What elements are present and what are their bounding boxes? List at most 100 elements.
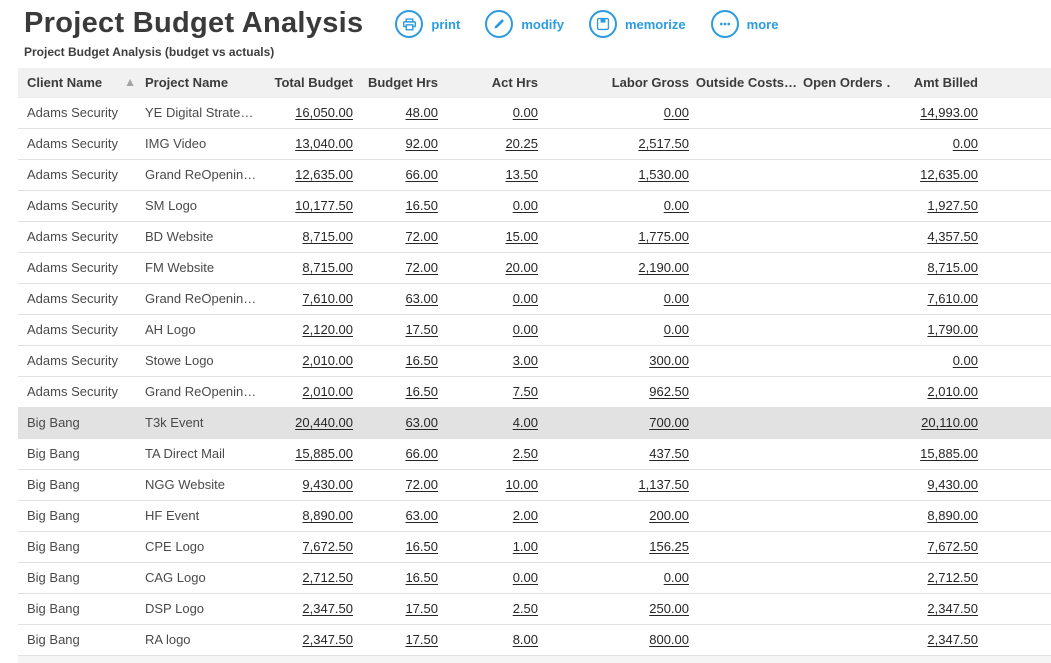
cell-amt-billed[interactable]: 0.00 — [890, 345, 981, 377]
cell-budget-hrs[interactable]: 63.00 — [356, 283, 441, 315]
col-header-amt-billed[interactable]: Amt Billed — [890, 68, 981, 98]
cell-act-hrs[interactable]: 15.00 — [441, 221, 541, 253]
cell-act-hrs[interactable]: 4.00 — [441, 407, 541, 439]
cell-labor-gross[interactable]: 2,190.00 — [541, 252, 692, 284]
cell-labor-gross[interactable]: 437.50 — [541, 438, 692, 470]
cell-budget-hrs[interactable]: 72.00 — [356, 252, 441, 284]
cell-amt-billed[interactable]: 2,010.00 — [890, 376, 981, 408]
table-row[interactable]: Big Bang NGG Website 9,430.00 72.00 10.0… — [18, 469, 1051, 501]
table-row[interactable]: Big Bang CAG Logo 2,712.50 16.50 0.00 0.… — [18, 562, 1051, 594]
table-row[interactable]: Big Bang TA Direct Mail 15,885.00 66.00 … — [18, 438, 1051, 470]
cell-labor-gross[interactable]: 1,137.50 — [541, 469, 692, 501]
table-row[interactable]: Adams Security Grand ReOpenin… 2,010.00 … — [18, 376, 1051, 408]
cell-labor-gross[interactable]: 1,775.00 — [541, 221, 692, 253]
cell-total-budget[interactable]: 2,010.00 — [264, 345, 356, 377]
cell-amt-billed[interactable]: 14,993.00 — [890, 97, 981, 129]
cell-labor-gross[interactable]: 0.00 — [541, 97, 692, 129]
cell-act-hrs[interactable]: 3.00 — [441, 345, 541, 377]
memorize-button[interactable]: memorize — [588, 10, 686, 38]
cell-total-budget[interactable]: 2,010.00 — [264, 376, 356, 408]
cell-budget-hrs[interactable]: 66.00 — [356, 159, 441, 191]
cell-labor-gross[interactable]: 2,517.50 — [541, 128, 692, 160]
col-header-total-budget[interactable]: Total Budget — [264, 68, 356, 98]
cell-amt-billed[interactable]: 2,347.50 — [890, 624, 981, 656]
table-row[interactable]: Adams Security IMG Video 13,040.00 92.00… — [18, 128, 1051, 160]
cell-total-budget[interactable]: 7,610.00 — [264, 283, 356, 315]
cell-act-hrs[interactable]: 8.00 — [441, 624, 541, 656]
cell-budget-hrs[interactable]: 16.50 — [356, 562, 441, 594]
cell-labor-gross[interactable]: 250.00 — [541, 593, 692, 625]
cell-budget-hrs[interactable]: 72.00 — [356, 469, 441, 501]
cell-total-budget[interactable]: 2,120.00 — [264, 314, 356, 346]
table-row[interactable]: Big Bang T3k Event 20,440.00 63.00 4.00 … — [18, 407, 1051, 439]
cell-total-budget[interactable]: 12,635.00 — [264, 159, 356, 191]
cell-act-hrs[interactable]: 2.50 — [441, 593, 541, 625]
col-header-act-hrs[interactable]: Act Hrs — [441, 68, 541, 98]
cell-act-hrs[interactable]: 0.00 — [441, 562, 541, 594]
cell-act-hrs[interactable]: 0.00 — [441, 97, 541, 129]
cell-act-hrs[interactable]: 0.00 — [441, 190, 541, 222]
cell-labor-gross[interactable]: 0.00 — [541, 283, 692, 315]
cell-budget-hrs[interactable]: 48.00 — [356, 97, 441, 129]
cell-total-budget[interactable]: 16,050.00 — [264, 97, 356, 129]
table-row[interactable]: Adams Security Grand ReOpenin… 7,610.00 … — [18, 283, 1051, 315]
table-row[interactable]: Adams Security FM Website 8,715.00 72.00… — [18, 252, 1051, 284]
cell-budget-hrs[interactable]: 17.50 — [356, 314, 441, 346]
cell-amt-billed[interactable]: 1,790.00 — [890, 314, 981, 346]
cell-act-hrs[interactable]: 20.00 — [441, 252, 541, 284]
col-header-open-orders[interactable]: Open Orders … — [800, 68, 890, 98]
col-header-client-name[interactable]: Client Name ▲ — [18, 68, 140, 98]
cell-act-hrs[interactable]: 2.00 — [441, 500, 541, 532]
cell-total-budget[interactable]: 2,712.50 — [264, 562, 356, 594]
table-row[interactable]: Adams Security YE Digital Strate… 16,050… — [18, 97, 1051, 129]
col-header-outside-costs[interactable]: Outside Costs… — [692, 68, 800, 98]
cell-total-budget[interactable]: 7,672.50 — [264, 531, 356, 563]
modify-button[interactable]: modify — [485, 10, 564, 38]
cell-total-budget[interactable]: 13,040.00 — [264, 128, 356, 160]
cell-budget-hrs[interactable]: 16.50 — [356, 531, 441, 563]
more-button[interactable]: more — [710, 10, 778, 38]
cell-amt-billed[interactable]: 4,357.50 — [890, 221, 981, 253]
cell-labor-gross[interactable]: 200.00 — [541, 500, 692, 532]
cell-amt-billed[interactable]: 20,110.00 — [890, 407, 981, 439]
col-header-budget-hrs[interactable]: Budget Hrs — [356, 68, 441, 98]
cell-labor-gross[interactable]: 156.25 — [541, 531, 692, 563]
table-row[interactable]: Adams Security Grand ReOpenin… 12,635.00… — [18, 159, 1051, 191]
cell-amt-billed[interactable]: 7,610.00 — [890, 283, 981, 315]
cell-budget-hrs[interactable]: 63.00 — [356, 407, 441, 439]
cell-labor-gross[interactable]: 800.00 — [541, 624, 692, 656]
cell-budget-hrs[interactable]: 17.50 — [356, 624, 441, 656]
print-button[interactable]: print — [395, 10, 460, 38]
cell-labor-gross[interactable]: 962.50 — [541, 376, 692, 408]
cell-budget-hrs[interactable]: 66.00 — [356, 438, 441, 470]
table-row[interactable]: Big Bang DSP Logo 2,347.50 17.50 2.50 25… — [18, 593, 1051, 625]
table-row[interactable]: Big Bang CPE Logo 7,672.50 16.50 1.00 15… — [18, 531, 1051, 563]
cell-amt-billed[interactable]: 2,347.50 — [890, 593, 981, 625]
cell-amt-billed[interactable]: 1,927.50 — [890, 190, 981, 222]
cell-act-hrs[interactable]: 20.25 — [441, 128, 541, 160]
cell-act-hrs[interactable]: 2.50 — [441, 438, 541, 470]
cell-budget-hrs[interactable]: 17.50 — [356, 593, 441, 625]
cell-total-budget[interactable]: 8,715.00 — [264, 221, 356, 253]
cell-labor-gross[interactable]: 300.00 — [541, 345, 692, 377]
cell-labor-gross[interactable]: 1,530.00 — [541, 159, 692, 191]
cell-total-budget[interactable]: 8,715.00 — [264, 252, 356, 284]
cell-total-budget[interactable]: 15,885.00 — [264, 438, 356, 470]
cell-amt-billed[interactable]: 15,885.00 — [890, 438, 981, 470]
cell-labor-gross[interactable]: 0.00 — [541, 562, 692, 594]
cell-budget-hrs[interactable]: 16.50 — [356, 190, 441, 222]
cell-act-hrs[interactable]: 1.00 — [441, 531, 541, 563]
cell-act-hrs[interactable]: 10.00 — [441, 469, 541, 501]
col-header-project-name[interactable]: Project Name — [140, 68, 264, 98]
cell-act-hrs[interactable]: 0.00 — [441, 314, 541, 346]
cell-budget-hrs[interactable]: 16.50 — [356, 345, 441, 377]
cell-budget-hrs[interactable]: 92.00 — [356, 128, 441, 160]
cell-total-budget[interactable]: 20,440.00 — [264, 407, 356, 439]
cell-act-hrs[interactable]: 7.50 — [441, 376, 541, 408]
cell-amt-billed[interactable]: 0.00 — [890, 128, 981, 160]
cell-amt-billed[interactable]: 2,712.50 — [890, 562, 981, 594]
cell-amt-billed[interactable]: 7,672.50 — [890, 531, 981, 563]
table-row[interactable]: Adams Security BD Website 8,715.00 72.00… — [18, 221, 1051, 253]
cell-total-budget[interactable]: 10,177.50 — [264, 190, 356, 222]
col-header-labor-gross[interactable]: Labor Gross — [541, 68, 692, 98]
